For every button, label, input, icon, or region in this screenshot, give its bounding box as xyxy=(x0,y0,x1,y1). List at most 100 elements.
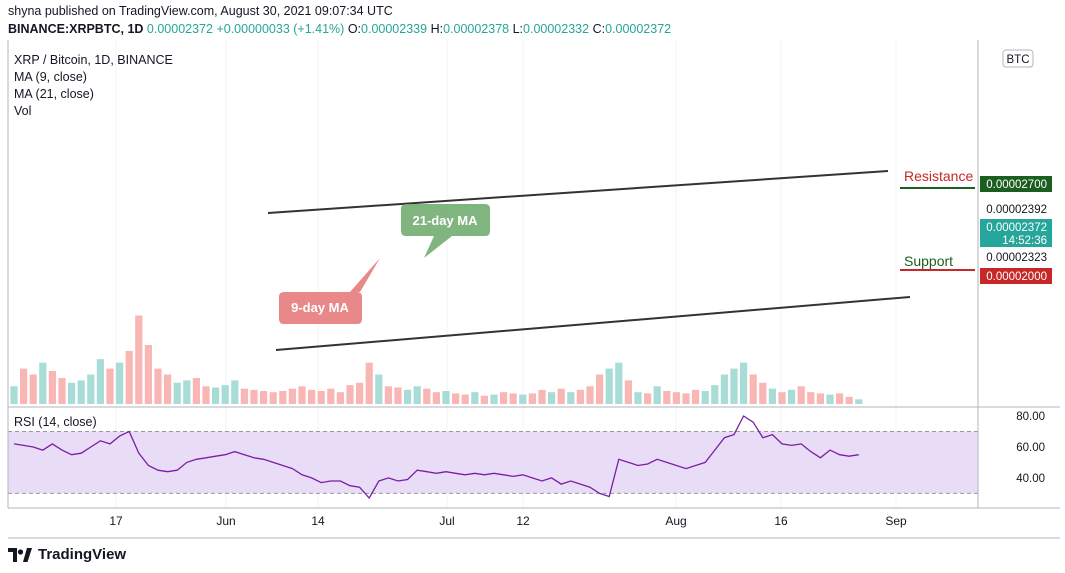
volume-bar xyxy=(768,388,776,404)
chart-title[interactable]: XRP / Bitcoin, 1D, BINANCE xyxy=(14,53,173,67)
volume-bar xyxy=(845,396,853,404)
volume-bar xyxy=(212,387,220,404)
volume-bar xyxy=(68,382,76,404)
currency-label: BTC xyxy=(1007,54,1030,66)
currency-badge xyxy=(1002,49,1034,68)
volume-bar xyxy=(442,391,450,404)
ma9-legend[interactable]: MA (9, close) xyxy=(14,70,87,84)
volume-bar xyxy=(20,368,28,404)
volume-bar xyxy=(240,388,248,404)
volume-bar xyxy=(816,393,824,404)
volume-bar xyxy=(231,380,239,404)
resistance-price-tag-bg xyxy=(980,176,1052,192)
resistance-price-tag: 0.00002700 xyxy=(986,179,1047,191)
volume-bar xyxy=(375,374,383,404)
volume-bar xyxy=(260,391,268,404)
volume-bar xyxy=(279,391,287,404)
x-tick-label: Sep xyxy=(885,514,907,528)
high-value: 0.00002378 xyxy=(443,22,510,36)
volume-bar xyxy=(740,362,748,404)
x-tick-label: 12 xyxy=(516,514,530,528)
vol-legend[interactable]: Vol xyxy=(14,104,32,118)
volume-bar xyxy=(855,399,863,404)
volume-bar xyxy=(634,392,642,404)
rsi-line xyxy=(13,415,859,500)
volume-bar xyxy=(116,362,124,404)
volume-bar xyxy=(461,394,469,404)
rsi-band xyxy=(8,431,978,494)
rsi-pane: 80.00 60.00 40.00 xyxy=(8,411,1045,500)
volume-bar xyxy=(423,388,431,404)
volume-bar xyxy=(778,392,786,404)
volume-bar xyxy=(490,394,498,404)
axes: 17Jun14Jul12Aug16Sep0.000035000.00003000… xyxy=(7,40,1060,539)
volume-bar xyxy=(576,389,584,404)
volume-bar xyxy=(605,368,613,404)
publish-line: shyna published on TradingView.com, Augu… xyxy=(8,4,393,18)
volume-bar xyxy=(288,388,296,404)
close-value: 0.00002372 xyxy=(605,22,672,36)
volume-bar xyxy=(336,392,344,404)
ma9-callout-bubble xyxy=(279,258,380,324)
support-price-tag: 0.00002000 xyxy=(986,271,1047,283)
volume-bar xyxy=(356,382,364,404)
ohlc-line: BINANCE:XRPBTC, 1D 0.00002372 +0.0000003… xyxy=(8,22,671,36)
volume-bar xyxy=(39,362,47,404)
x-tick-label: Jul xyxy=(439,514,454,528)
resistance-label: Resistance xyxy=(904,168,973,184)
tradingview-brand[interactable]: TradingView xyxy=(8,546,126,563)
low-value: 0.00002332 xyxy=(523,22,590,36)
volume-bar xyxy=(826,394,834,404)
volume-bar xyxy=(29,374,37,404)
x-tick-label: Jun xyxy=(216,514,235,528)
volume-bar xyxy=(394,387,402,404)
x-tick-label: 16 xyxy=(774,514,788,528)
volume-bar xyxy=(567,392,575,404)
volume-bar xyxy=(106,368,114,404)
volume-bar xyxy=(183,380,191,404)
volume-bar xyxy=(720,374,728,404)
ma21-legend[interactable]: MA (21, close) xyxy=(14,87,94,101)
annotations: Resistance Support 21-day MA 9-day MA xyxy=(279,168,975,324)
open-value: 0.00002339 xyxy=(361,22,428,36)
volume-bar xyxy=(125,350,133,404)
volume-bar xyxy=(701,391,709,404)
rsi-tick-label: 80.00 xyxy=(1016,411,1045,423)
volume-bar xyxy=(759,382,767,404)
volume-bar xyxy=(538,389,546,404)
volume-bar xyxy=(404,389,412,404)
volume-bar xyxy=(672,392,680,404)
volume-bar xyxy=(557,388,565,404)
volume-bar xyxy=(327,388,335,404)
volume-bar xyxy=(663,391,671,404)
volume-bar xyxy=(807,392,815,404)
volume-bar xyxy=(788,389,796,404)
volume-bar xyxy=(548,392,556,404)
volume-bar xyxy=(500,392,508,404)
volume-bar xyxy=(346,385,354,404)
last-price-tag-bg xyxy=(980,219,1052,247)
rsi-tick-label: 40.00 xyxy=(1016,473,1045,485)
volume-bar xyxy=(164,374,172,404)
volume-bar xyxy=(96,359,104,404)
volume-bar xyxy=(797,386,805,404)
volume-bar xyxy=(452,393,460,404)
grid-layer xyxy=(115,40,897,508)
x-tick-label: Aug xyxy=(665,514,686,528)
volume-bar xyxy=(836,393,844,404)
close-label: C: xyxy=(592,22,606,36)
volume-bar xyxy=(730,368,738,404)
low-price-tag-bg xyxy=(980,249,1052,265)
volume-bar xyxy=(173,382,181,404)
rsi-legend[interactable]: RSI (14, close) xyxy=(14,415,97,429)
trend-channel xyxy=(267,170,911,351)
volume-bar xyxy=(519,394,527,404)
volume-bar xyxy=(308,389,316,404)
low-price-tag: 0.00002323 xyxy=(986,252,1047,264)
volume-bar xyxy=(528,393,536,404)
open-label: O: xyxy=(347,22,362,36)
volume-bar xyxy=(711,385,719,404)
ma9-callout-label: 9-day MA xyxy=(291,300,349,315)
volume-bar xyxy=(384,386,392,404)
